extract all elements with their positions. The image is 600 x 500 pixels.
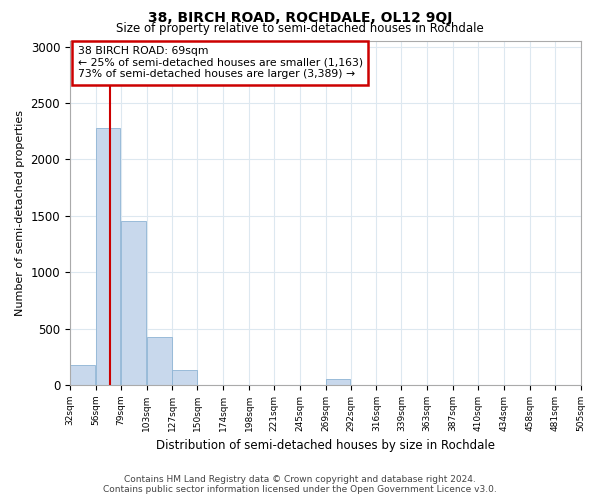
Bar [121,222,146,385]
Bar [326,379,350,385]
X-axis label: Distribution of semi-detached houses by size in Rochdale: Distribution of semi-detached houses by … [156,440,495,452]
Bar [70,366,95,385]
Bar [96,128,120,385]
Text: Contains HM Land Registry data © Crown copyright and database right 2024.
Contai: Contains HM Land Registry data © Crown c… [103,474,497,494]
Bar [172,370,197,385]
Text: 38 BIRCH ROAD: 69sqm
← 25% of semi-detached houses are smaller (1,163)
73% of se: 38 BIRCH ROAD: 69sqm ← 25% of semi-detac… [77,46,362,80]
Y-axis label: Number of semi-detached properties: Number of semi-detached properties [15,110,25,316]
Text: 38, BIRCH ROAD, ROCHDALE, OL12 9QJ: 38, BIRCH ROAD, ROCHDALE, OL12 9QJ [148,11,452,25]
Bar [146,336,172,385]
Text: Size of property relative to semi-detached houses in Rochdale: Size of property relative to semi-detach… [116,22,484,35]
